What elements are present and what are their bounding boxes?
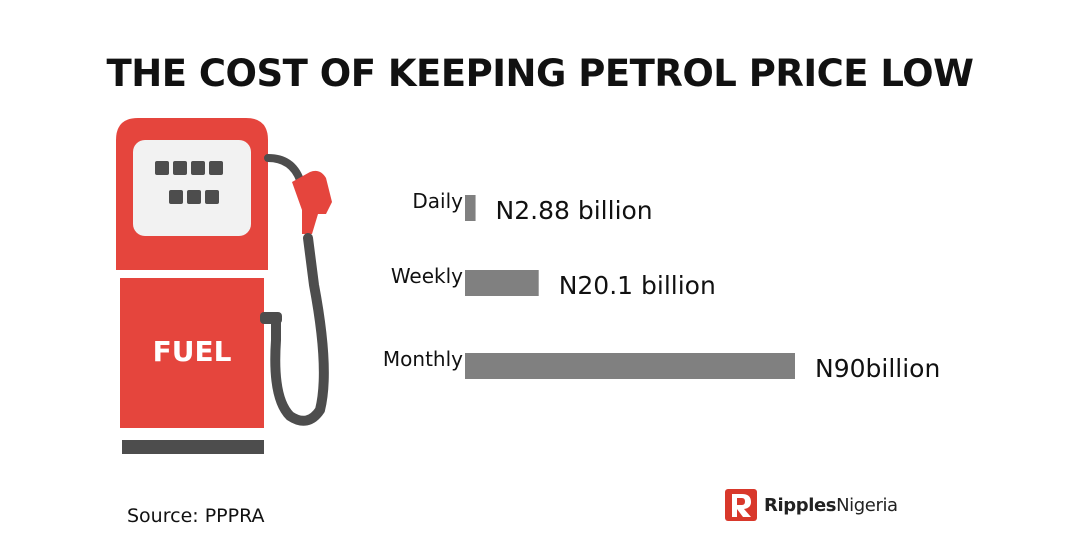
pump-digits bbox=[155, 161, 223, 204]
bar bbox=[465, 353, 795, 379]
bar bbox=[465, 195, 476, 221]
chart-title: THE COST OF KEEPING PETROL PRICE LOW bbox=[106, 52, 974, 95]
brand-logo: RipplesNigeria bbox=[724, 488, 898, 522]
bar-chart: Daily N2.88 billion Weekly N20.1 billion Mon… bbox=[383, 189, 940, 383]
category-label: Monthly bbox=[383, 347, 463, 371]
pump-nozzle bbox=[292, 170, 332, 234]
bar-value-label: N90billion bbox=[815, 354, 940, 383]
pump-screen bbox=[133, 140, 251, 236]
fuel-pump-illustration: FUEL bbox=[116, 118, 332, 454]
bar-value-label: N20.1 billion bbox=[559, 271, 716, 300]
pump-lower-body bbox=[120, 278, 264, 428]
pump-label: FUEL bbox=[153, 335, 232, 368]
brand-logo-icon bbox=[725, 489, 757, 521]
source-note: Source: PPPRA bbox=[127, 505, 265, 527]
bar bbox=[465, 270, 539, 296]
pump-base bbox=[122, 440, 264, 454]
pump-hose bbox=[264, 154, 304, 184]
brand-name: RipplesNigeria bbox=[764, 494, 898, 516]
bar-value-label: N2.88 billion bbox=[496, 196, 653, 225]
category-label: Daily bbox=[412, 189, 463, 213]
category-label: Weekly bbox=[391, 264, 463, 288]
